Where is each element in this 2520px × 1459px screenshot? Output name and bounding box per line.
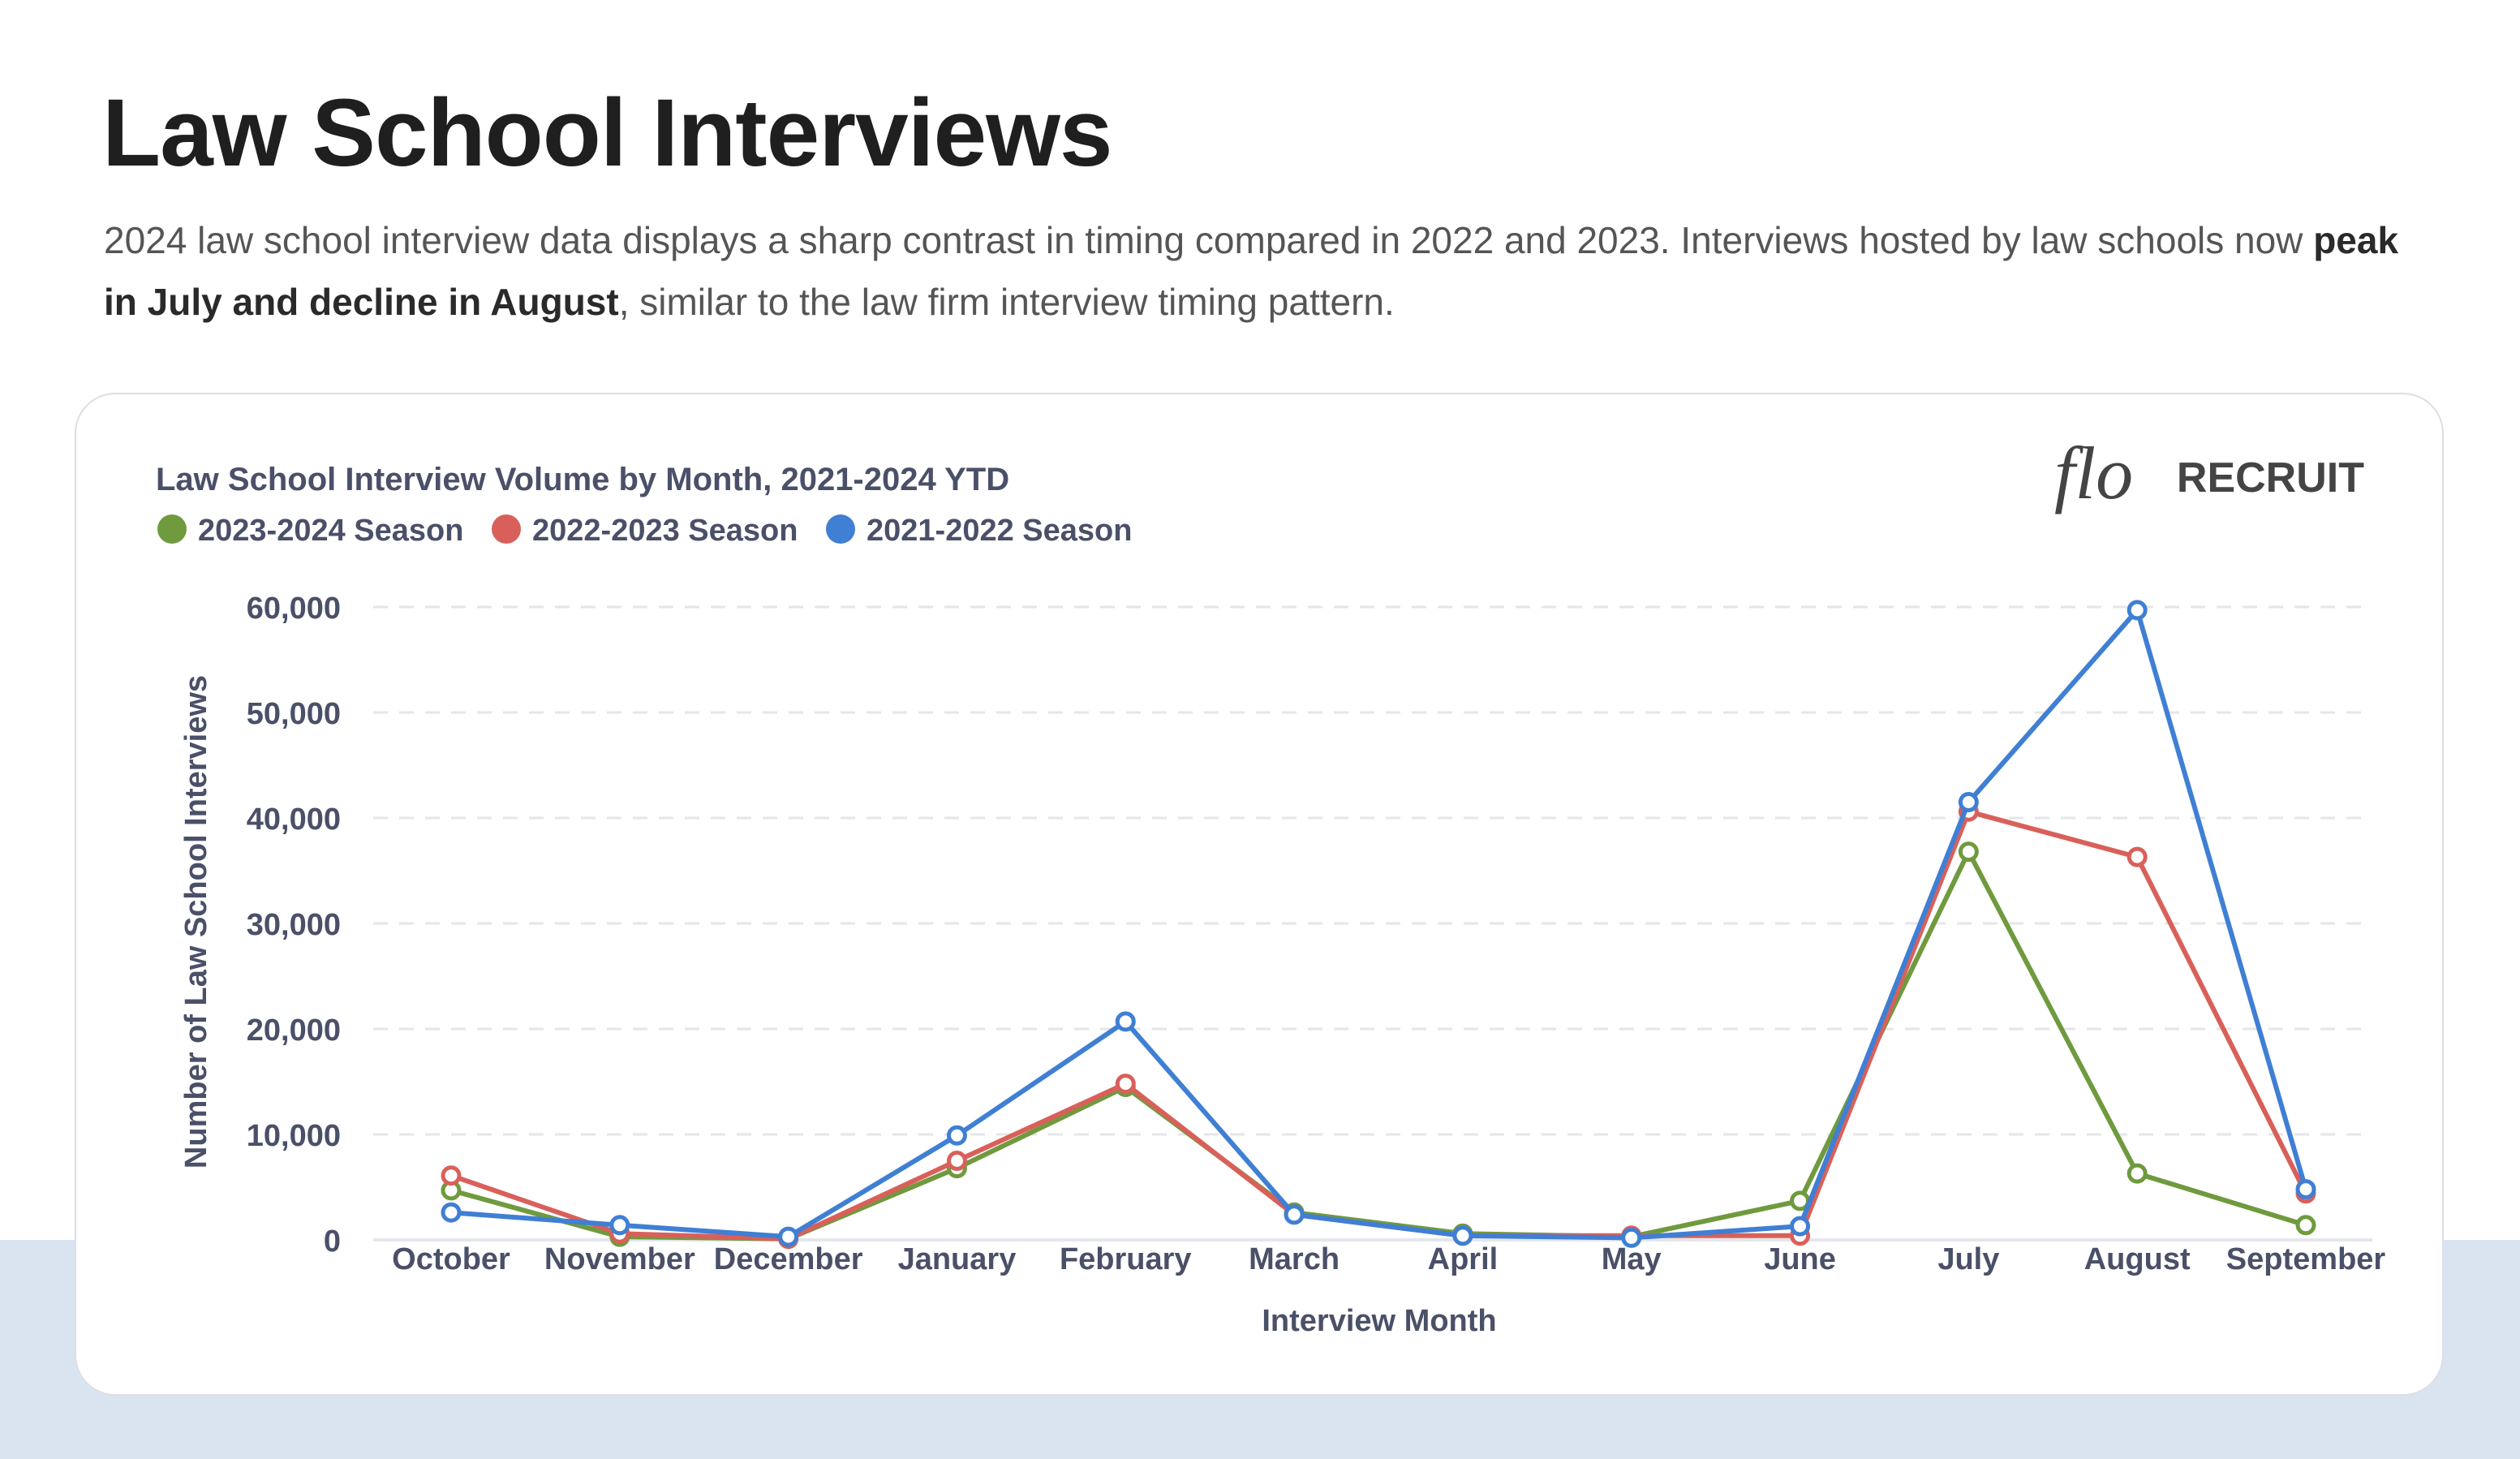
data-point[interactable]	[778, 1226, 799, 1247]
legend-marker	[826, 514, 855, 544]
data-point[interactable]	[1115, 1011, 1136, 1032]
y-axis-title: Number of Law School Interviews	[179, 675, 213, 1168]
series-line	[450, 849, 2307, 1242]
data-point[interactable]	[1958, 841, 1979, 863]
data-point[interactable]	[1958, 792, 1979, 812]
x-tick-label: September	[2226, 1242, 2386, 1276]
y-tick-label: 40,000	[247, 803, 341, 837]
data-point[interactable]	[1284, 1204, 1305, 1225]
data-point[interactable]	[441, 1165, 462, 1186]
legend-marker	[492, 514, 521, 544]
y-tick-label: 20,000	[247, 1014, 341, 1048]
description-highlight: peak in July and decline in August	[104, 219, 2399, 323]
page-title: Law School Interviews	[102, 80, 1113, 187]
y-tick-label: 50,000	[247, 697, 341, 731]
x-tick-label: June	[1764, 1242, 1836, 1276]
logo-script: flo	[2054, 432, 2133, 514]
y-tick-label: 10,000	[247, 1119, 341, 1153]
data-point[interactable]	[2127, 1163, 2148, 1184]
data-point[interactable]	[1115, 1074, 1136, 1095]
flo-recruit-logo: flo RECRUIT	[2054, 432, 2364, 514]
y-tick-labels: 0 10,000 20,000 30,000 40,000 50,000 60,000	[247, 592, 341, 1259]
chart-title: Law School Interview Volume by Month, 20…	[156, 462, 1009, 497]
x-tick-label: April	[1428, 1242, 1499, 1276]
x-tick-label: February	[1060, 1242, 1192, 1276]
data-point[interactable]	[2295, 1215, 2316, 1236]
data-point[interactable]	[2295, 1179, 2316, 1200]
legend-marker	[157, 514, 187, 544]
x-axis-title: Interview Month	[1262, 1304, 1496, 1338]
x-tick-labels: October November December January February Ma…	[392, 1242, 2385, 1276]
data-point[interactable]	[1790, 1216, 1811, 1237]
y-tick-label: 0	[324, 1224, 341, 1259]
y-tick-label: 60,000	[247, 592, 341, 626]
grid	[373, 605, 2372, 1242]
series-2022-2023-season	[441, 801, 2316, 1250]
data-point[interactable]	[2127, 846, 2148, 867]
data-point[interactable]	[441, 1202, 462, 1223]
legend-label[interactable]: 2021-2022 Season	[867, 514, 1132, 548]
x-tick-label: July	[1937, 1242, 1999, 1276]
data-point[interactable]	[1621, 1227, 1642, 1248]
data-point[interactable]	[946, 1151, 967, 1171]
series-group	[441, 600, 2316, 1250]
x-tick-label: August	[2084, 1242, 2191, 1276]
logo-word: RECRUIT	[2177, 454, 2364, 501]
page-description: 2024 law school interview data displays …	[104, 209, 2424, 333]
data-point[interactable]	[1452, 1225, 1473, 1246]
series-line	[450, 607, 2308, 1241]
x-tick-label: May	[1602, 1242, 1662, 1276]
series-line	[450, 809, 2308, 1242]
description-text: 2024 law school interview data displays …	[104, 219, 2314, 261]
data-point[interactable]	[609, 1215, 630, 1236]
x-tick-label: March	[1249, 1242, 1340, 1276]
legend-label[interactable]: 2023-2024 Season	[198, 514, 463, 548]
series-2021-2022-season	[441, 600, 2316, 1248]
y-tick-label: 30,000	[247, 908, 341, 942]
x-tick-label: January	[898, 1242, 1017, 1276]
x-tick-label: October	[392, 1242, 510, 1276]
description-text-end: , similar to the law firm interview timi…	[618, 281, 1395, 323]
data-point[interactable]	[2127, 600, 2148, 621]
legend: 2023-2024 Season 2022-2023 Season 2021-202…	[157, 514, 1132, 548]
legend-label[interactable]: 2022-2023 Season	[532, 514, 798, 548]
series-2023-2024-season	[441, 841, 2316, 1250]
x-tick-label: November	[544, 1242, 695, 1276]
chart-card	[75, 393, 2444, 1396]
data-point[interactable]	[946, 1125, 967, 1146]
